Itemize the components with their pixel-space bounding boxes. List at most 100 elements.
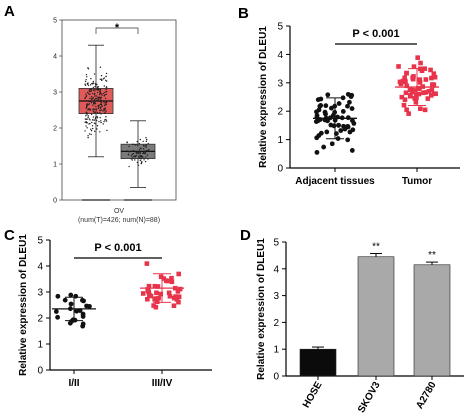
data-point [130, 158, 132, 160]
data-point [345, 103, 350, 109]
data-point [137, 145, 139, 147]
data-point [89, 100, 91, 102]
data-point [153, 296, 159, 301]
panel-c-scatter: 0 1 2 3 4 5 Relative expression of DLEU1 I/II II… [18, 234, 212, 389]
data-point [90, 88, 92, 90]
y-axis-label: Relative expression of DLEU1 [258, 26, 269, 168]
data-point [146, 154, 149, 156]
data-point [144, 160, 147, 163]
data-point [397, 79, 403, 85]
data-point [87, 67, 89, 69]
data-point [131, 157, 134, 159]
data-point [102, 92, 105, 95]
data-point [96, 125, 99, 127]
data-point [80, 323, 86, 329]
data-point [99, 131, 101, 133]
data-point [139, 138, 141, 141]
data-point [95, 82, 97, 85]
data-point [134, 159, 136, 161]
data-point [104, 119, 106, 121]
data-point [84, 84, 87, 86]
data-point [85, 125, 87, 127]
data-point [412, 88, 418, 93]
data-point [331, 123, 337, 129]
data-point [105, 80, 108, 82]
y-tick-label: 2 [273, 318, 279, 329]
data-point [147, 158, 149, 160]
data-point [143, 145, 145, 147]
data-point [94, 83, 97, 86]
x-tick-label: Tumor [402, 176, 432, 187]
data-point [85, 107, 88, 109]
y-tick-label: 3 [273, 291, 279, 302]
data-point [423, 77, 429, 82]
data-point [105, 88, 107, 91]
data-point [103, 120, 105, 123]
data-point [84, 303, 89, 309]
data-point [418, 60, 423, 66]
data-point [96, 89, 99, 91]
data-point [431, 71, 437, 76]
data-point [90, 100, 92, 103]
data-point [80, 297, 85, 303]
data-point [139, 159, 142, 162]
data-point [422, 107, 428, 113]
plot-frame [61, 19, 177, 201]
data-point [88, 133, 91, 135]
data-point [95, 108, 98, 110]
data-point [96, 91, 99, 94]
data-point [133, 155, 135, 158]
data-point [100, 109, 102, 112]
data-point [145, 146, 147, 149]
data-point [91, 83, 94, 85]
data-point [126, 141, 128, 143]
data-point [85, 115, 87, 117]
data-point [90, 128, 92, 130]
y-tick-label: 0 [53, 198, 57, 205]
y-axis-label: Relative expression of DLEU1 [256, 238, 267, 380]
data-point [85, 118, 88, 120]
data-point [90, 113, 93, 116]
data-point [102, 123, 104, 125]
data-point [104, 102, 107, 104]
data-point [95, 89, 97, 91]
significance-mark: ** [428, 250, 436, 261]
data-point [91, 121, 93, 124]
data-point [90, 133, 92, 136]
data-point [102, 110, 104, 112]
data-point [406, 111, 411, 116]
y-tick-label: 4 [53, 54, 57, 61]
data-point [53, 309, 59, 314]
data-point [93, 130, 96, 133]
data-point [174, 296, 179, 302]
data-point [84, 83, 86, 85]
data-point [399, 94, 405, 100]
data-point [85, 93, 87, 95]
data-point [169, 275, 174, 281]
data-point [145, 137, 147, 139]
data-point [100, 93, 103, 95]
data-point [94, 98, 96, 101]
panel-label-d: D [240, 227, 251, 244]
data-point [88, 93, 90, 95]
data-point [143, 159, 145, 161]
y-tick-label: 0 [277, 164, 283, 175]
data-point [89, 84, 92, 86]
data-point [147, 142, 149, 145]
data-point [103, 109, 105, 112]
data-point [155, 284, 161, 289]
data-point [99, 66, 102, 68]
data-point [161, 276, 167, 281]
data-point [98, 120, 100, 123]
data-point [134, 155, 136, 157]
panel-label-a: A [4, 3, 15, 20]
data-point [136, 161, 139, 164]
data-point [95, 111, 97, 114]
y-tick-label: 1 [273, 345, 279, 356]
data-point [95, 110, 97, 112]
data-point [137, 164, 140, 166]
data-point [93, 102, 95, 105]
data-point [145, 296, 150, 302]
data-point [100, 121, 102, 124]
data-point [404, 70, 409, 76]
